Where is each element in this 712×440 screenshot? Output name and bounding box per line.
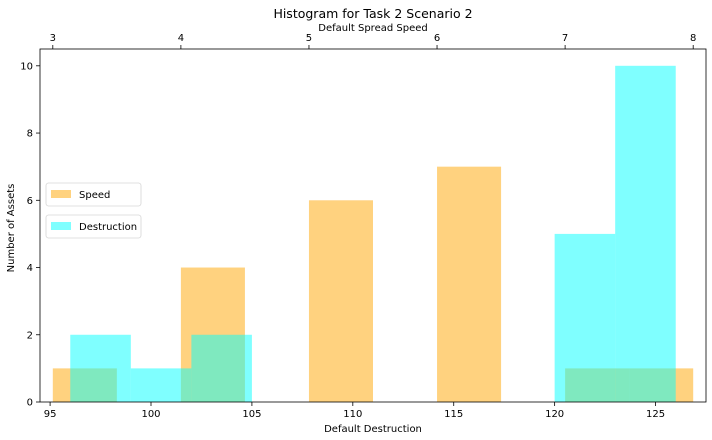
y-axis-label: Number of Assets <box>6 184 17 273</box>
x-tick-label: 115 <box>444 409 463 420</box>
bar-speed-6 <box>437 166 502 402</box>
x-axis-label: Default Destruction <box>324 424 422 435</box>
legend-box <box>45 214 142 239</box>
top-x-tick-label: 5 <box>306 33 312 44</box>
bar-destruction-1 <box>130 368 192 402</box>
legend-box <box>45 182 142 207</box>
bar-speed-4 <box>308 200 373 402</box>
y-tick-label: 0 <box>27 398 33 409</box>
legend-label: Speed <box>79 190 110 201</box>
y-tick-label: 2 <box>27 330 33 341</box>
top-x-tick-label: 8 <box>690 33 696 44</box>
y-tick-label: 8 <box>27 129 33 140</box>
x-tick-label: 105 <box>242 409 261 420</box>
top-x-axis-label: Default Spread Speed <box>318 23 427 34</box>
y-tick-label: 6 <box>27 196 33 207</box>
top-x-tick-label: 7 <box>562 33 568 44</box>
top-x-tick-label: 6 <box>434 33 440 44</box>
bar-destruction-8 <box>554 233 616 402</box>
bar-destruction-0 <box>70 334 131 402</box>
bars-layer <box>52 65 694 403</box>
legend-item-speed: Speed <box>45 182 142 207</box>
plot-frame <box>39 48 707 403</box>
x-tick-label: 120 <box>545 409 564 420</box>
legend-swatch <box>51 222 71 230</box>
top-x-tick-label: 3 <box>50 33 56 44</box>
x-tick-label: 95 <box>44 409 57 420</box>
x-tick-label: 125 <box>646 409 665 420</box>
top-x-tick-label: 4 <box>178 33 184 44</box>
axes-layer: 95 100 105 110 115 120 125 3 4 5 6 7 8 0 2 4 6 8 10 <box>20 33 707 420</box>
bar-destruction-9 <box>615 65 676 403</box>
x-tick-label: 110 <box>343 409 362 420</box>
legend-swatch <box>51 190 71 198</box>
y-tick-label: 4 <box>27 263 33 274</box>
legend: Speed Destruction <box>45 182 142 239</box>
legend-item-destruction: Destruction <box>45 214 142 239</box>
x-tick-label: 100 <box>141 409 160 420</box>
legend-label: Destruction <box>79 222 137 233</box>
chart-title: Histogram for Task 2 Scenario 2 <box>273 6 472 21</box>
bar-destruction-2 <box>191 334 252 402</box>
y-tick-label: 10 <box>20 61 33 72</box>
